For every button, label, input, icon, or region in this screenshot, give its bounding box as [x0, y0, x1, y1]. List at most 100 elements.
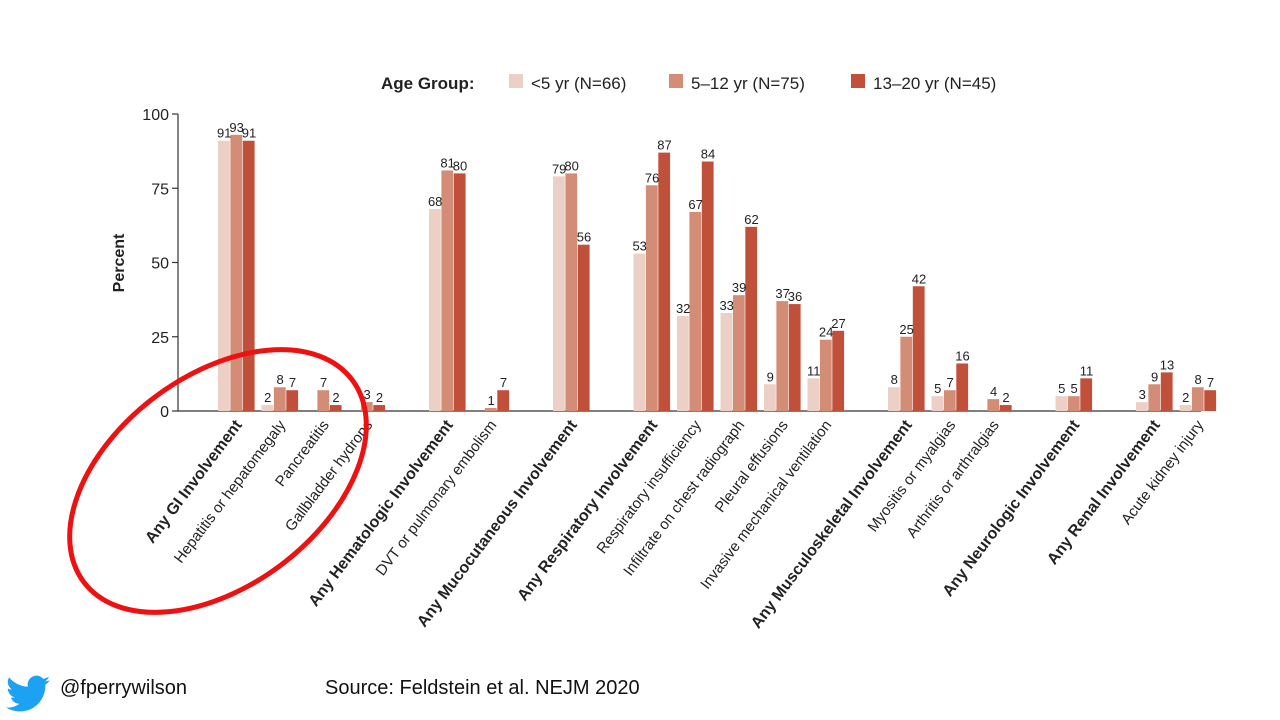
value-label-pleural-effusions-s3: 36 — [788, 289, 802, 304]
value-label-infiltrate-on-chest-radiograph-s2: 39 — [732, 280, 746, 295]
value-label-any-respiratory-involvement-s2: 76 — [645, 170, 659, 185]
legend-swatch-2 — [669, 74, 683, 88]
value-label-any-respiratory-involvement-s3: 87 — [657, 138, 671, 153]
bar-pleural-effusions-s1 — [764, 384, 776, 411]
bar-respiratory-insufficiency-s2 — [689, 212, 702, 411]
bar-invasive-mechanical-ventilation-s3 — [832, 330, 845, 411]
bar-any-musculoskeletal-involvement-s2 — [900, 336, 913, 411]
value-label-invasive-mechanical-ventilation-s2: 24 — [819, 325, 833, 340]
bar-myositis-or-myalgias-s3 — [956, 363, 969, 411]
bar-acute-kidney-injury-s2 — [1191, 387, 1204, 411]
bar-any-hematologic-involvement-s3 — [453, 173, 466, 411]
value-label-invasive-mechanical-ventilation-s1: 11 — [807, 363, 821, 378]
bar-any-neurologic-involvement-s1 — [1055, 396, 1068, 411]
value-label-respiratory-insufficiency-s1: 32 — [676, 301, 690, 316]
value-label-pancreatitis-s3: 2 — [332, 390, 339, 405]
bar-any-hematologic-involvement-s2 — [441, 170, 454, 411]
legend-title: Age Group: — [381, 74, 475, 93]
bar-respiratory-insufficiency-s1 — [677, 315, 689, 411]
y-tick-label-50: 50 — [151, 256, 169, 273]
y-tick-label-75: 75 — [151, 181, 169, 198]
bar-any-renal-involvement-s1 — [1136, 402, 1148, 411]
value-label-any-mucocutaneous-involvement-s2: 80 — [564, 158, 578, 173]
value-label-myositis-or-myalgias-s3: 16 — [955, 348, 969, 363]
bar-myositis-or-myalgias-s1 — [931, 396, 944, 411]
value-label-any-gi-involvement-s2: 93 — [229, 120, 243, 135]
bar-any-respiratory-involvement-s1 — [633, 253, 646, 411]
bar-any-renal-involvement-s3 — [1160, 372, 1173, 411]
value-label-invasive-mechanical-ventilation-s3: 27 — [831, 316, 845, 331]
bar-arthritis-or-arthralgias-s3 — [999, 405, 1012, 411]
bar-dvt-or-pulmonary-embolism-s2 — [484, 408, 497, 411]
legend-label-2: 5–12 yr (N=75) — [691, 74, 805, 93]
value-label-any-neurologic-involvement-s1: 5 — [1058, 381, 1065, 396]
y-tick-label-25: 25 — [151, 330, 169, 347]
bar-any-hematologic-involvement-s1 — [429, 209, 441, 411]
value-label-any-mucocutaneous-involvement-s1: 79 — [552, 161, 566, 176]
bar-infiltrate-on-chest-radiograph-s2 — [732, 295, 745, 411]
bar-any-mucocutaneous-involvement-s3 — [577, 244, 590, 411]
bar-chart: Age Group: <5 yr (N=66) 5–12 yr (N=75) 13–… — [67, 74, 1217, 632]
bar-infiltrate-on-chest-radiograph-s1 — [720, 312, 733, 411]
legend-swatch-3 — [851, 74, 865, 88]
bar-any-respiratory-involvement-s3 — [658, 152, 671, 412]
bar-hepatitis-or-hepatomegaly-s3 — [286, 390, 299, 411]
y-tick-label-0: 0 — [160, 404, 169, 421]
value-label-any-hematologic-involvement-s1: 68 — [428, 194, 442, 209]
value-label-pancreatitis-s2: 7 — [320, 375, 327, 390]
bar-respiratory-insufficiency-s3 — [701, 161, 714, 411]
value-label-acute-kidney-injury-s3: 7 — [1207, 375, 1214, 390]
value-label-any-gi-involvement-s1: 91 — [217, 126, 231, 141]
value-label-any-renal-involvement-s3: 13 — [1160, 357, 1174, 372]
value-label-respiratory-insufficiency-s2: 67 — [688, 197, 702, 212]
bar-any-musculoskeletal-involvement-s3 — [912, 286, 925, 411]
value-label-pleural-effusions-s1: 9 — [767, 369, 774, 384]
bar-invasive-mechanical-ventilation-s2 — [819, 339, 832, 411]
value-label-any-neurologic-involvement-s3: 11 — [1080, 363, 1094, 378]
value-label-arthritis-or-arthralgias-s2: 4 — [990, 384, 997, 399]
legend: Age Group: <5 yr (N=66) 5–12 yr (N=75) 13–… — [381, 74, 996, 93]
bar-arthritis-or-arthralgias-s2 — [987, 399, 1000, 411]
bar-any-gi-involvement-s2 — [230, 134, 243, 412]
bar-any-renal-involvement-s2 — [1148, 384, 1161, 411]
category-label-acute-kidney-injury: Acute kidney injury — [1118, 417, 1208, 528]
bar-acute-kidney-injury-s3 — [1204, 390, 1217, 411]
value-label-any-mucocutaneous-involvement-s3: 56 — [577, 230, 591, 245]
value-label-dvt-or-pulmonary-embolism-s3: 7 — [500, 375, 507, 390]
category-label-any-neurologic-involvement: Any Neurologic Involvement — [940, 417, 1084, 600]
bar-acute-kidney-injury-s1 — [1179, 405, 1192, 411]
value-label-acute-kidney-injury-s1: 2 — [1182, 390, 1189, 405]
value-label-respiratory-insufficiency-s3: 84 — [701, 147, 715, 162]
highlight-ellipse — [67, 347, 369, 615]
value-label-infiltrate-on-chest-radiograph-s1: 33 — [719, 298, 733, 313]
bar-infiltrate-on-chest-radiograph-s3 — [745, 226, 758, 411]
twitter-handle: @fperrywilson — [60, 677, 188, 699]
value-label-gallbladder-hydrops-s2: 3 — [363, 387, 370, 402]
bar-any-respiratory-involvement-s2 — [645, 185, 658, 411]
value-label-any-neurologic-involvement-s2: 5 — [1070, 381, 1077, 396]
value-label-gallbladder-hydrops-s3: 2 — [376, 390, 383, 405]
value-label-myositis-or-myalgias-s2: 7 — [946, 375, 953, 390]
bar-hepatitis-or-hepatomegaly-s2 — [273, 387, 286, 411]
value-label-arthritis-or-arthralgias-s3: 2 — [1002, 390, 1009, 405]
value-label-any-hematologic-involvement-s2: 81 — [440, 155, 454, 170]
value-label-any-respiratory-involvement-s1: 53 — [632, 239, 646, 254]
value-label-any-gi-involvement-s3: 91 — [242, 126, 256, 141]
bar-pleural-effusions-s3 — [788, 304, 801, 411]
value-label-any-musculoskeletal-involvement-s3: 42 — [912, 271, 926, 286]
legend-swatch-1 — [509, 74, 523, 88]
value-label-any-musculoskeletal-involvement-s2: 25 — [899, 322, 913, 337]
bar-any-gi-involvement-s3 — [242, 140, 255, 412]
value-label-acute-kidney-injury-s2: 8 — [1194, 372, 1201, 387]
source-citation: Source: Feldstein et al. NEJM 2020 — [325, 677, 640, 699]
legend-label-1: <5 yr (N=66) — [531, 74, 626, 93]
bars — [218, 134, 1217, 412]
bar-any-gi-involvement-s1 — [218, 140, 230, 412]
value-label-any-musculoskeletal-involvement-s1: 8 — [891, 372, 898, 387]
bar-any-mucocutaneous-involvement-s2 — [565, 173, 578, 411]
legend-label-3: 13–20 yr (N=45) — [873, 74, 996, 93]
bar-any-neurologic-involvement-s3 — [1080, 378, 1093, 411]
